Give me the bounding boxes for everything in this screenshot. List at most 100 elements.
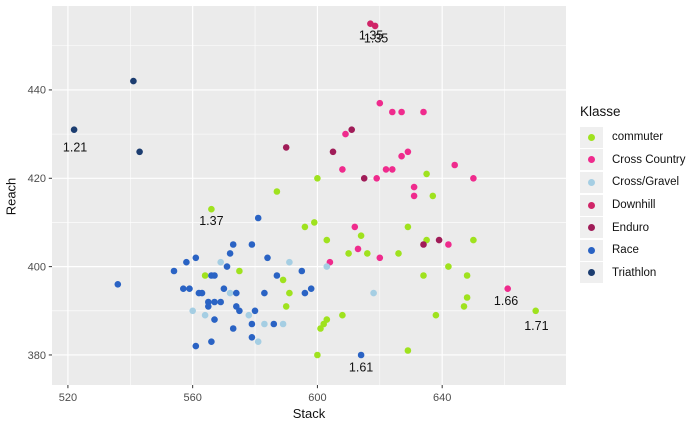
scatter-point	[360, 175, 368, 182]
scatter-point	[301, 223, 309, 231]
legend-item-downhill: Downhill	[578, 194, 686, 217]
scatter-point	[339, 166, 346, 173]
scatter-point	[320, 320, 328, 328]
legend-dot-icon	[588, 224, 595, 232]
scatter-point	[245, 311, 253, 319]
scatter-point	[451, 161, 459, 169]
scatter-point	[217, 258, 224, 266]
x-tick-label: 640	[433, 392, 451, 404]
point-label: 1.66	[494, 294, 518, 308]
scatter-point	[420, 241, 427, 248]
scatter-point	[236, 267, 243, 275]
scatter-point	[329, 148, 337, 156]
scatter-point	[236, 307, 243, 315]
scatter-point	[339, 311, 346, 319]
legend-key	[580, 239, 603, 261]
scatter-point	[445, 241, 452, 248]
legend-item-race: Race	[578, 239, 686, 262]
legend-items: commuter Cross Country Cross/Gravel Downhil…	[578, 126, 686, 284]
legend-key	[580, 171, 603, 193]
scatter-point	[180, 285, 187, 293]
scatter-point	[264, 254, 271, 262]
legend-key	[580, 149, 603, 171]
legend-dot-icon	[588, 246, 595, 254]
scatter-point	[273, 188, 281, 195]
legend-item-label: Enduro	[612, 221, 650, 234]
scatter-point	[201, 272, 209, 279]
legend-key	[580, 126, 603, 148]
scatter-point	[261, 320, 268, 328]
scatter-point	[211, 272, 218, 279]
scatter-point	[435, 236, 443, 244]
scatter-point	[261, 289, 268, 297]
scatter-point	[208, 338, 215, 346]
scatter-point	[254, 214, 262, 222]
y-axis-title: Reach	[3, 177, 19, 216]
scatter-point	[251, 307, 259, 315]
legend-title: Klasse	[580, 104, 621, 119]
scatter-point	[248, 320, 256, 328]
series-cross-country	[326, 99, 512, 293]
scatter-point	[371, 22, 379, 30]
scatter-point	[342, 130, 349, 138]
legend-dot-icon	[588, 178, 595, 186]
scatter-point	[211, 316, 218, 323]
scatter-point	[114, 281, 122, 288]
scatter-point	[410, 183, 418, 191]
scatter-point	[351, 223, 359, 231]
legend: Klasse commuter Cross Country Cross/Gravel…	[578, 104, 686, 284]
x-tick-label: 600	[308, 392, 326, 404]
scatter-point	[270, 320, 278, 328]
scatter-point	[376, 99, 384, 107]
scatter-point	[248, 334, 256, 341]
x-axis-title: Stack	[292, 406, 326, 421]
legend-key	[580, 194, 603, 216]
scatter-point	[229, 241, 237, 248]
point-label: 1.61	[349, 360, 373, 374]
legend-key	[580, 262, 603, 284]
legend-item-cross-gravel: Cross/Gravel	[578, 171, 686, 194]
scatter-point	[445, 263, 452, 270]
legend-dot-icon	[588, 156, 595, 164]
legend-dot-icon	[588, 269, 595, 277]
x-tick-labels: 520 560 600 640	[59, 392, 452, 404]
series-commuter	[201, 170, 539, 359]
scatter-point	[404, 223, 412, 231]
scatter-point	[192, 342, 200, 350]
scatter-point	[314, 351, 321, 359]
scatter-point	[205, 303, 212, 310]
scatter-point	[460, 303, 468, 310]
scatter-point	[198, 289, 206, 297]
scatter-point	[130, 77, 137, 85]
scatter-point	[429, 192, 437, 200]
scatter-point	[314, 175, 321, 182]
scatter-point	[357, 351, 365, 359]
point-label: 1.35	[359, 29, 383, 43]
series-enduro	[282, 126, 443, 248]
scatter-point	[373, 175, 381, 182]
legend-dot-icon	[588, 201, 595, 209]
scatter-point	[404, 148, 412, 156]
scatter-point	[226, 250, 234, 257]
scatter-point	[220, 285, 228, 293]
scatter-point	[420, 108, 427, 116]
series-triathlon	[70, 77, 143, 156]
scatter-point	[420, 272, 427, 279]
scatter-point	[170, 267, 178, 275]
y-tick-label: 400	[28, 261, 46, 273]
scatter-point	[311, 219, 318, 226]
legend-item-triathlon: Triathlon	[578, 262, 686, 285]
scatter-point	[70, 126, 78, 133]
series-downhill	[367, 20, 379, 30]
legend-item-label: Triathlon	[612, 266, 657, 279]
series-cross-gravel	[189, 258, 377, 346]
scatter-point	[136, 148, 143, 156]
point-label: 1.21	[63, 140, 87, 154]
point-label: 1.35	[364, 32, 388, 46]
scatter-point	[395, 250, 402, 257]
point-label: 1.37	[199, 214, 223, 228]
legend-key	[580, 217, 603, 239]
major-gridlines	[52, 6, 566, 385]
